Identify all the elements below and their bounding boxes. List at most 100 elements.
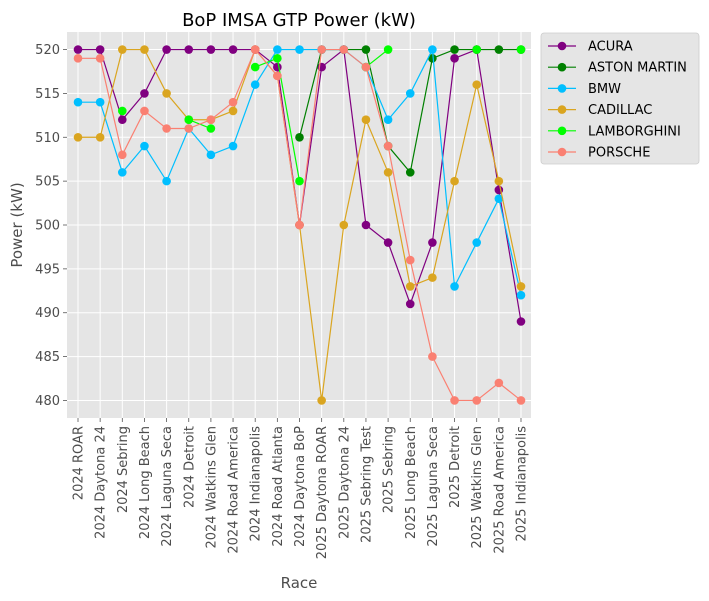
- y-tick-label: 480: [35, 394, 60, 409]
- y-tick-label: 515: [35, 87, 60, 102]
- legend: ACURA ASTON MARTIN BMW CADILLAC LAMBORGHINI P…: [540, 32, 700, 165]
- y-axis-label: Power (kW): [8, 182, 26, 267]
- data-point: [250, 62, 260, 72]
- x-tick-label: 2024 Road America: [227, 426, 242, 554]
- y-axis: 480 485 490 495 500 505 510 515 520: [35, 43, 67, 409]
- data-point: [295, 176, 304, 186]
- x-tick-label: 2024 Detroit: [182, 426, 197, 508]
- x-tick-label: 2024 Watkins Glen: [204, 426, 219, 549]
- y-tick-label: 495: [35, 262, 60, 277]
- data-point: [428, 273, 437, 282]
- x-tick-label: 2025 Detroit: [448, 426, 463, 508]
- x-tick-label: 2025 Laguna Seca: [426, 426, 441, 547]
- data-point: [118, 150, 127, 160]
- data-point: [317, 45, 326, 54]
- data-point: [383, 168, 393, 177]
- data-point: [450, 282, 459, 291]
- x-axis-label: Race: [281, 574, 318, 592]
- data-point: [472, 80, 482, 89]
- legend-marker: [557, 126, 567, 136]
- data-point: [118, 45, 127, 54]
- data-point: [73, 54, 83, 63]
- data-point: [140, 141, 149, 151]
- data-point: [516, 317, 526, 326]
- legend-item: PORSCHE: [548, 146, 650, 161]
- data-point: [206, 150, 216, 160]
- legend-marker: [557, 84, 567, 93]
- x-tick-label: 2024 Laguna Seca: [160, 426, 175, 547]
- data-point: [383, 238, 393, 247]
- data-point: [162, 176, 171, 186]
- data-point: [428, 45, 437, 54]
- legend-marker: [557, 41, 567, 51]
- data-point: [428, 238, 437, 247]
- chart-title: BoP IMSA GTP Power (kW): [182, 10, 416, 31]
- data-point: [450, 45, 459, 54]
- data-point: [472, 396, 482, 405]
- x-tick-label: 2025 Indianapolis: [515, 426, 530, 542]
- data-point: [472, 45, 482, 54]
- data-point: [95, 97, 105, 107]
- data-point: [516, 290, 526, 300]
- legend-label: ACURA: [588, 40, 633, 55]
- data-point: [361, 45, 371, 54]
- legend-box: [540, 32, 700, 165]
- data-point: [361, 62, 371, 72]
- x-tick-label: 2025 Watkins Glen: [470, 426, 485, 549]
- legend-item: ASTON MARTIN: [548, 61, 687, 76]
- data-point: [405, 299, 415, 309]
- data-point: [405, 89, 415, 98]
- series-porsche: [73, 45, 526, 405]
- data-point: [273, 71, 282, 81]
- x-tick-label: 2025 Sebring: [382, 426, 397, 513]
- data-point: [494, 45, 504, 54]
- y-tick-label: 485: [35, 350, 60, 365]
- data-point: [273, 62, 282, 72]
- data-point: [206, 45, 216, 54]
- data-point: [450, 176, 459, 186]
- legend-label: CADILLAC: [588, 103, 652, 118]
- data-point: [73, 132, 83, 142]
- legend-label: ASTON MARTIN: [588, 61, 687, 76]
- data-point: [405, 168, 415, 177]
- data-point: [494, 194, 504, 203]
- data-point: [118, 168, 127, 177]
- data-point: [140, 45, 149, 54]
- x-tick-label: 2024 Road Atlanta: [271, 426, 286, 547]
- data-point: [405, 255, 415, 265]
- data-point: [162, 124, 171, 133]
- data-point: [383, 45, 393, 54]
- data-point: [250, 45, 260, 54]
- x-tick-label: 2024 ROAR: [72, 426, 87, 500]
- data-point: [516, 282, 526, 291]
- data-point: [450, 396, 459, 405]
- x-tick-label: 2024 Sebring: [116, 426, 131, 513]
- x-tick-label: 2025 Sebring Test: [359, 426, 374, 543]
- data-point: [494, 176, 504, 186]
- data-point: [206, 124, 216, 133]
- data-point: [494, 378, 504, 388]
- series-line: [365, 49, 389, 68]
- data-point: [95, 132, 105, 142]
- x-tick-label: 2025 Daytona 24: [337, 426, 352, 539]
- x-tick-label: 2024 Daytona 24: [94, 426, 109, 539]
- legend-item: LAMBORGHINI: [548, 124, 681, 139]
- data-point: [273, 54, 282, 63]
- legend-marker: [557, 147, 567, 157]
- data-point: [184, 124, 194, 133]
- data-point: [73, 45, 83, 54]
- data-point: [472, 238, 482, 247]
- legend-label: LAMBORGHINI: [588, 124, 681, 139]
- data-point: [162, 45, 171, 54]
- y-tick-label: 500: [35, 219, 60, 234]
- data-point: [383, 115, 393, 125]
- data-point: [118, 106, 127, 116]
- data-point: [361, 220, 371, 230]
- data-point: [73, 97, 83, 107]
- data-point: [383, 141, 393, 151]
- data-point: [339, 45, 349, 54]
- x-tick-label: 2025 Long Beach: [404, 426, 419, 539]
- legend-marker: [557, 62, 567, 72]
- data-point: [361, 115, 371, 125]
